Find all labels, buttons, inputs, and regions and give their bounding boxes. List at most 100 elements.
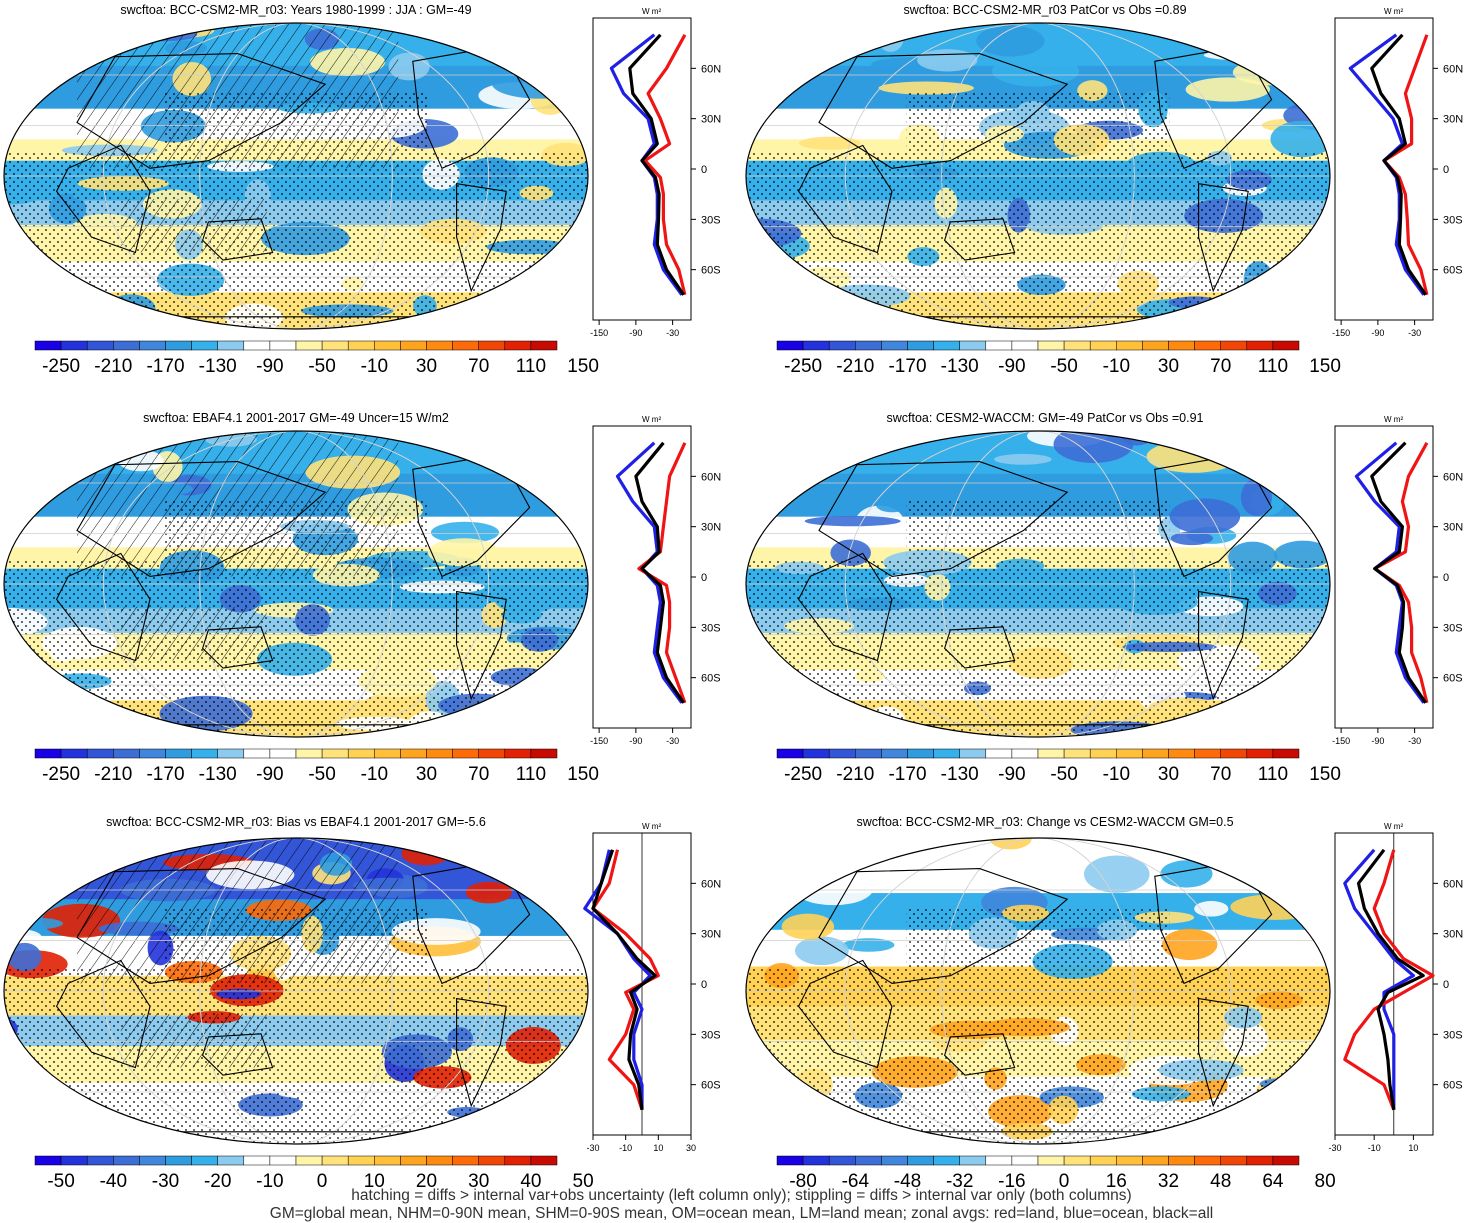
colorbar-swatch: [1272, 1155, 1300, 1166]
colorbar-label: -32: [946, 1171, 973, 1192]
colorbar-label: -250: [784, 356, 822, 377]
colorbar-swatch: [113, 1155, 140, 1166]
panel-1: swcftoa: BCC-CSM2-MR_r03 PatCor vs Obs =…: [742, 0, 1482, 400]
colorbar-label: 40: [520, 1171, 541, 1192]
colorbar-swatch: [139, 1155, 166, 1166]
colorbar-label: 80: [1315, 1171, 1336, 1192]
lat-label: 30S: [1443, 622, 1463, 634]
colorbar-swatch: [1089, 340, 1117, 351]
lat-label: 30N: [701, 114, 721, 126]
footer-line-2: GM=global mean, NHM=0-90N mean, SHM=0-90…: [269, 1205, 1214, 1222]
lat-label: 60S: [1443, 1080, 1463, 1092]
map-blob: [17, 1096, 83, 1118]
coastline: [55, 959, 151, 1069]
map-blob: [1191, 724, 1269, 737]
lat-label: 60N: [1443, 63, 1463, 75]
colorbar-swatch: [60, 748, 88, 759]
map-blob: [537, 31, 578, 54]
colorbar-swatch: [1037, 1155, 1065, 1166]
zonal-all-line: [634, 441, 685, 704]
colorbar-swatch: [60, 1155, 88, 1166]
map-title: swcftoa: EBAF4.1 2001-2017 GM=-49 Uncer=…: [143, 411, 449, 425]
colorbar-swatch: [452, 1155, 479, 1166]
map-blob: [1161, 928, 1218, 961]
map-blob: [4, 702, 45, 719]
map-blob: [1296, 289, 1327, 302]
colorbar-swatch: [1142, 340, 1169, 351]
hatch-region: [120, 198, 267, 253]
colorbar-label: -64: [842, 1171, 870, 1192]
colorbar-label: 70: [468, 356, 489, 377]
colorbar-swatch: [86, 340, 114, 351]
map-blob: [804, 515, 901, 527]
colorbar-swatch: [400, 1155, 427, 1166]
colorbar-swatch: [217, 748, 245, 759]
stipple-region: [4, 968, 588, 1144]
map-border: [745, 837, 1331, 1145]
colorbar-swatch: [374, 1155, 401, 1166]
stipple-region: [906, 906, 1170, 969]
profile-unit: W m²: [1384, 415, 1403, 424]
colorbar-label: -50: [47, 1171, 74, 1192]
colorbar-swatch: [985, 340, 1013, 351]
colorbar-swatch: [1168, 340, 1195, 351]
map-blob: [876, 498, 909, 513]
colorbar-swatch: [1142, 1155, 1169, 1166]
colorbar-label: -210: [94, 764, 132, 785]
stipple-region: [4, 561, 588, 737]
colorbar-swatch: [347, 1155, 375, 1166]
map-blob: [878, 81, 974, 95]
zonal-land-line: [643, 34, 687, 296]
map-blob: [746, 262, 806, 286]
lat-label: 30S: [1443, 1029, 1463, 1041]
colorbar-label: -10: [256, 1171, 283, 1192]
colorbar-swatch: [1063, 1155, 1091, 1166]
map-border: [3, 22, 589, 330]
profile-tick-label: 10: [653, 1143, 663, 1153]
colorbar-label: 32: [1158, 1171, 1179, 1192]
map-blob: [48, 40, 77, 56]
map-blob: [775, 838, 852, 849]
profile-unit: W m²: [642, 415, 661, 424]
coastline: [55, 552, 151, 662]
colorbar-label: -90: [998, 764, 1025, 785]
coastline: [797, 144, 893, 254]
colorbar-swatch: [60, 340, 88, 351]
colorbar-swatch: [776, 1155, 804, 1166]
colorbar-swatch: [907, 748, 934, 759]
colorbar-label: 0: [1059, 1171, 1070, 1192]
lat-label: 60N: [701, 471, 721, 483]
map-blob: [4, 467, 64, 490]
lat-label: 0: [1443, 164, 1449, 176]
lat-label: 0: [701, 572, 707, 584]
colorbar-label: -90: [256, 764, 283, 785]
colorbar-swatch: [452, 340, 479, 351]
lat-label: 30S: [701, 622, 721, 634]
profile-unit: W m²: [642, 822, 661, 831]
map-blob: [506, 1087, 584, 1116]
map-blob: [838, 431, 933, 446]
map-blob: [1185, 77, 1270, 102]
colorbar-label: 30: [468, 1171, 489, 1192]
map-blob: [1270, 120, 1330, 158]
profile-unit: W m²: [1384, 822, 1403, 831]
colorbar-label: 16: [1106, 1171, 1127, 1192]
profile-tick-label: -150: [1332, 736, 1350, 746]
zonal-all-line: [1356, 848, 1425, 1111]
lat-label: 60N: [701, 878, 721, 890]
colorbar-swatch: [959, 748, 987, 759]
colorbar-swatch: [881, 748, 908, 759]
map-blob: [4, 29, 66, 59]
coastline: [797, 552, 893, 662]
colorbar-swatch: [321, 340, 349, 351]
profile-tick-label: -150: [590, 328, 608, 338]
colorbar-swatch: [985, 1155, 1013, 1166]
map-blob: [7, 942, 42, 972]
panel-4: swcftoa: BCC-CSM2-MR_r03: Bias vs EBAF4.…: [0, 815, 740, 1215]
coastline: [55, 144, 151, 254]
colorbar-swatch: [1089, 1155, 1117, 1166]
map-blob: [530, 83, 570, 115]
lat-label: 60S: [701, 265, 721, 277]
colorbar-swatch: [530, 1155, 558, 1166]
